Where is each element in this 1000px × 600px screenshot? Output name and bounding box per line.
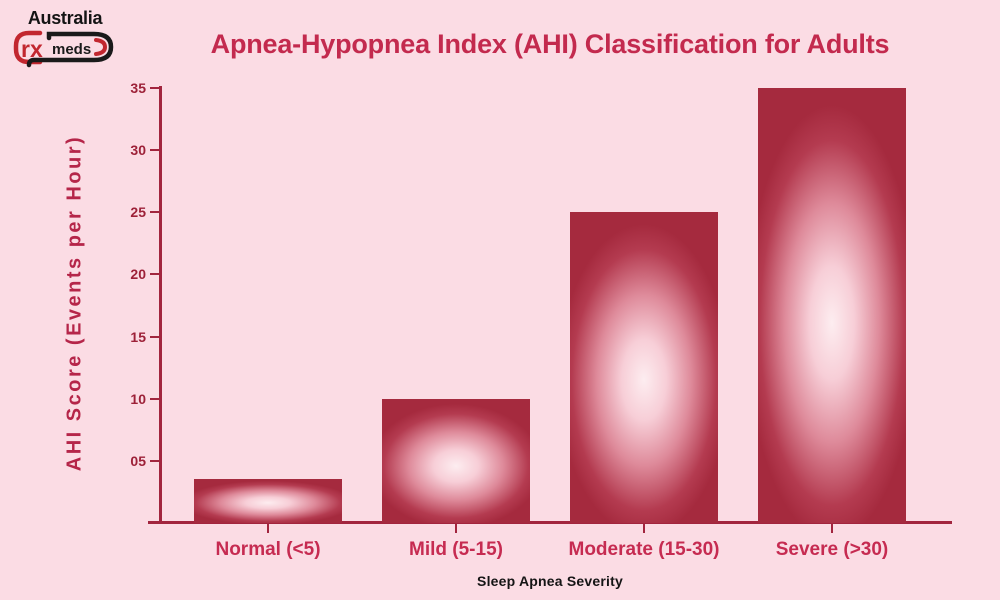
y-tick-label-35: 35 [130, 79, 146, 96]
logo-meds-text: meds [52, 41, 91, 58]
y-tick-label-20: 20 [130, 266, 146, 283]
category-label-mild: Mild (5-15) [409, 539, 503, 560]
brand-logo: Australia rx meds [12, 8, 118, 71]
x-tick-mark-1 [267, 524, 269, 533]
y-axis-line [159, 86, 162, 524]
category-label-moderate: Moderate (15-30) [568, 539, 720, 560]
x-axis-line [148, 521, 952, 524]
y-tick-mark-35 [150, 86, 159, 89]
y-tick-mark-25 [150, 211, 159, 214]
bar-mild [382, 398, 530, 523]
x-tick-mark-2 [455, 524, 457, 533]
y-tick-mark-30 [150, 149, 159, 152]
y-tick-mark-20 [150, 273, 159, 276]
logo-rx-text: rx [21, 36, 43, 62]
x-tick-mark-3 [643, 524, 645, 533]
y-tick-label-30: 30 [130, 142, 146, 159]
y-tick-mark-05 [150, 459, 159, 462]
x-tick-mark-4 [831, 524, 833, 533]
bar-moderate [570, 212, 718, 523]
y-tick-label-25: 25 [130, 204, 146, 221]
y-tick-label-05: 05 [130, 452, 146, 469]
category-label-severe: Severe (>30) [775, 539, 889, 560]
category-label-normal: Normal (<5) [215, 539, 321, 560]
y-tick-mark-15 [150, 335, 159, 338]
y-tick-label-15: 15 [130, 328, 146, 345]
y-axis-title: AHI Score (Events per Hour) [63, 134, 86, 472]
chart-title: Apnea-Hypopnea Index (AHI) Classificatio… [210, 29, 890, 59]
rx-meds-capsule-icon: rx meds [13, 30, 114, 68]
brand-country-label: Australia [27, 8, 103, 28]
y-tick-label-10: 10 [130, 390, 146, 407]
bar-normal [194, 479, 342, 523]
x-axis-title: Sleep Apnea Severity [477, 573, 623, 589]
bar-severe [758, 87, 906, 523]
y-tick-mark-10 [150, 397, 159, 400]
